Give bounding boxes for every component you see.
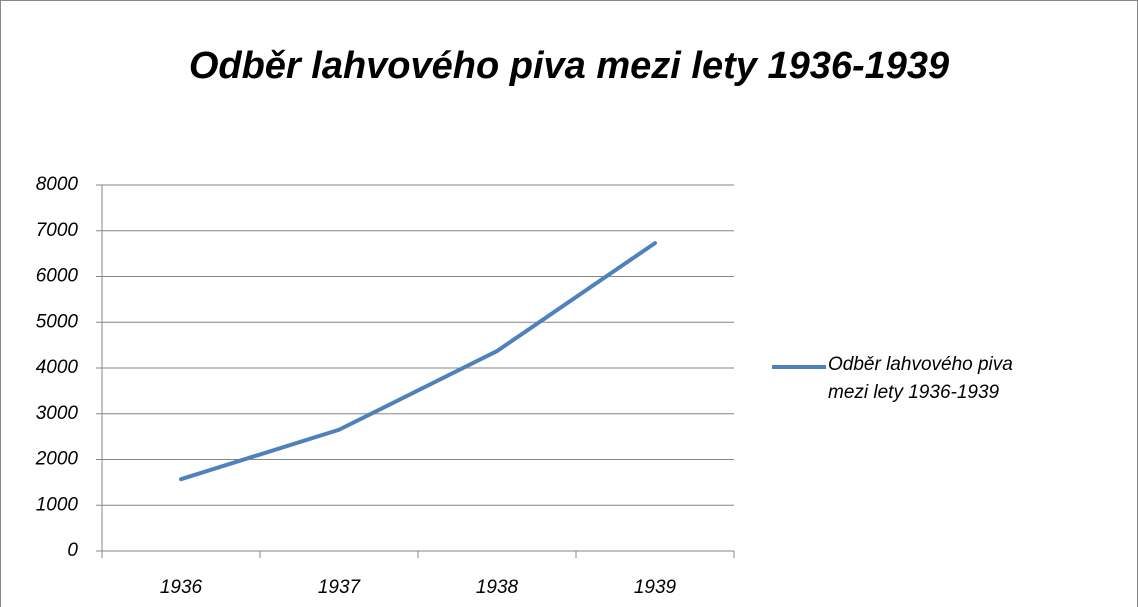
y-tick-label: 8000 <box>36 174 79 195</box>
series-line <box>179 241 657 482</box>
y-tick-label: 7000 <box>36 220 79 241</box>
chart-title: Odběr lahvového piva mezi lety 1936-1939 <box>189 45 949 87</box>
x-tick-label: 1937 <box>318 577 362 598</box>
y-tick-label: 0 <box>67 540 78 561</box>
y-tick-label: 3000 <box>36 403 79 424</box>
y-tick-label: 2000 <box>35 449 79 470</box>
y-tick-label: 5000 <box>36 311 79 332</box>
x-tick-label: 1938 <box>476 577 519 598</box>
legend-text: Odběr lahvového piva mezi lety 1936-1939 <box>828 354 1013 403</box>
y-tick-label: 6000 <box>36 266 79 287</box>
y-tick-label: 1000 <box>36 494 79 515</box>
x-tick-label: 1939 <box>634 577 677 598</box>
x-tick-label: 1936 <box>160 577 203 598</box>
legend-entry: Odběr lahvového piva mezi lety 1936-1939 <box>828 354 1013 403</box>
y-tick-label: 4000 <box>36 357 79 378</box>
